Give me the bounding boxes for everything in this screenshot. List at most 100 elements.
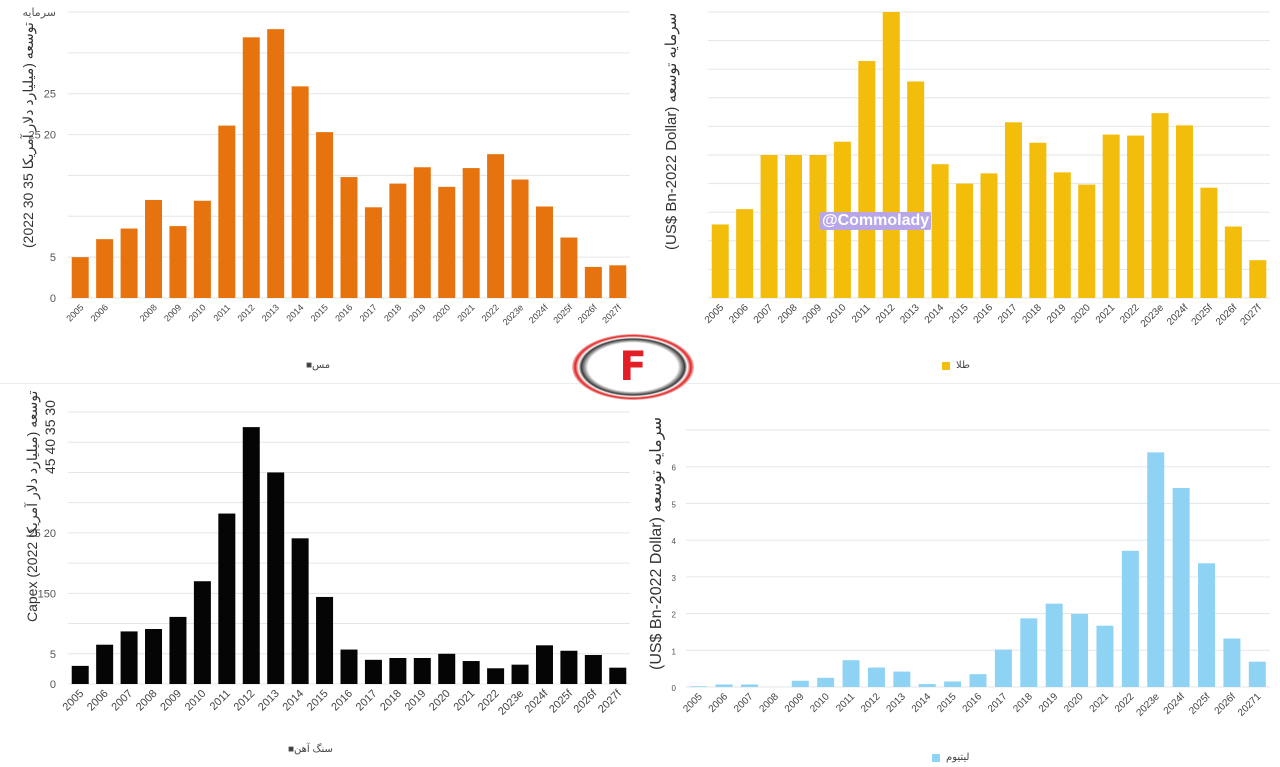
logo-letter: F <box>619 344 647 390</box>
lithium-x-tick-label: 2005 <box>681 691 705 715</box>
lithium-bar <box>690 686 708 687</box>
copper-bar <box>316 132 334 298</box>
copper-bar <box>96 239 114 298</box>
copper-x-tick-label: 2010 <box>187 302 208 323</box>
gold-chart-panel: 2005 2006 2007 2008 2009 2010 2011 2012 2013 2014… <box>640 0 1280 383</box>
gold-x-tick-label: 2008 <box>776 302 800 326</box>
iron-x-tick-label: 2018 <box>378 688 404 714</box>
iron-y-tick-label: 150 <box>38 588 56 600</box>
lithium-x-tick-label: 2024f <box>1162 691 1188 717</box>
iron-x-tick-label: 2025f <box>547 687 576 716</box>
lithium-x-tick-label: 2025f <box>1187 691 1213 717</box>
lithium-x-tick-label: 2017 <box>986 691 1010 715</box>
iron-x-tick-label: 2027f <box>596 687 625 716</box>
lithium-legend-swatch <box>932 753 940 762</box>
copper-y-axis-label: (2022 30 35 میلیارد دلار آمریکا) توسعه <box>20 22 36 248</box>
copper-y-tick-label: سرمایه <box>23 7 57 19</box>
copper-bar <box>535 206 553 298</box>
iron-bar <box>340 649 358 684</box>
iron-x-tick-label: 2023e <box>496 688 526 718</box>
gold-x-tick-label: 2025f <box>1190 302 1216 328</box>
copper-chart-panel: 0 5 25 20 25 سرمایه 2005 2006 2008 2009 2010 2011 2… <box>0 0 640 383</box>
lithium-bar <box>791 680 809 687</box>
lithium-bar <box>1248 661 1266 687</box>
gold-bar <box>1029 142 1047 298</box>
iron-bar <box>120 631 138 684</box>
gold-bar <box>1249 260 1267 298</box>
lithium-bar <box>1198 563 1216 687</box>
copper-bar <box>267 29 285 298</box>
iron-x-tick-label: 2006 <box>85 688 111 714</box>
lithium-bar <box>1020 618 1038 687</box>
lithium-x-tick-label: 2016 <box>961 691 985 715</box>
copper-bar <box>169 226 187 298</box>
gold-bar <box>1004 122 1022 298</box>
copper-x-tick-label: 2016 <box>333 302 354 323</box>
iron-x-tick-label: 2020 <box>427 688 453 714</box>
iron-x-tick-label: 2014 <box>280 688 306 714</box>
lithium-bar <box>969 674 987 687</box>
lithium-y-axis-label: (US$ Bn-2022 Dollar) سرمایه توسعه <box>648 417 665 670</box>
iron-x-tick-label: 2019 <box>403 688 429 714</box>
copper-bar <box>609 265 627 298</box>
copper-legend: ■مس <box>306 360 330 371</box>
iron-bar <box>413 658 431 684</box>
gold-bar <box>858 61 876 299</box>
lithium-x-tick-label: 2020 <box>1062 691 1086 715</box>
copper-x-tick-label: 2018 <box>382 302 403 323</box>
iron-y-tick-label: 5 <box>50 649 56 661</box>
copper-x-tick-label: 2024f <box>527 302 550 325</box>
iron-x-tick-label: 2017 <box>354 688 380 714</box>
copper-bar <box>291 86 309 298</box>
lithium-x-tick-label: 2009 <box>783 691 807 715</box>
copper-x-tick-label: 2021 <box>455 302 476 323</box>
gold-bar <box>931 164 949 298</box>
gold-x-tick-label: 2005 <box>703 302 727 326</box>
gold-bar <box>1175 125 1193 298</box>
copper-x-tick-label: 2026f <box>576 302 599 325</box>
gold-legend-label: طلا <box>956 360 970 371</box>
gold-bar <box>956 183 974 298</box>
gold-x-tick-label: 2016 <box>972 302 996 326</box>
lithium-x-tick-label: 2015 <box>935 691 959 715</box>
iron-y-tick-label: 25 20 <box>28 528 56 540</box>
lithium-bar <box>1071 613 1089 687</box>
iron-bar <box>193 581 211 684</box>
iron-bar <box>291 538 309 684</box>
gold-y-axis-label: (US$ Bn-2022 Dollar) سرمایه توسعه <box>663 12 680 250</box>
gold-x-tick-label: 2024f <box>1165 302 1191 328</box>
iron-y-tick-label: 0 <box>50 679 56 691</box>
gold-bar <box>907 81 925 298</box>
copper-x-tick-label: 2025f <box>551 302 574 325</box>
iron-x-tick-label: 2007 <box>109 688 135 714</box>
lithium-y-tick-label: 6 <box>672 464 677 473</box>
lithium-x-tick-label: 20271 <box>1236 691 1264 719</box>
copper-bar <box>193 200 211 298</box>
gold-x-tick-label: 2019 <box>1045 302 1069 326</box>
lithium-bar <box>842 660 860 687</box>
lithium-x-tick-label: 2010 <box>808 691 832 715</box>
gold-x-tick-label: 2013 <box>898 302 922 326</box>
gold-x-tick-label: 2027f <box>1238 302 1264 328</box>
gold-bar <box>1151 113 1169 298</box>
iron-x-tick-label: 2008 <box>134 688 160 714</box>
copper-bar <box>462 168 480 298</box>
lithium-x-tick-label: 2013 <box>884 691 908 715</box>
iron-bar <box>584 654 602 684</box>
lithium-legend-label: لیتیوم <box>946 752 970 763</box>
iron-x-tick-label: 2026f <box>572 687 601 716</box>
gold-bar <box>1127 135 1145 298</box>
copper-bar <box>584 266 602 298</box>
copper-y-tick-label: 5 <box>50 252 56 264</box>
lithium-bar <box>944 681 962 687</box>
iron-y-axis-top-ticks: 45 40 35 30 <box>42 400 58 474</box>
lithium-bar <box>918 684 936 687</box>
lithium-bar <box>1172 488 1190 687</box>
gold-bar <box>711 224 729 298</box>
iron-legend: ■سنگ آهن <box>288 744 333 755</box>
copper-x-tick-label: 2020 <box>431 302 452 323</box>
copper-bar <box>71 257 89 298</box>
copper-x-tick-label: 2013 <box>260 302 281 323</box>
lithium-x-tick-label: 2023e <box>1134 691 1162 719</box>
